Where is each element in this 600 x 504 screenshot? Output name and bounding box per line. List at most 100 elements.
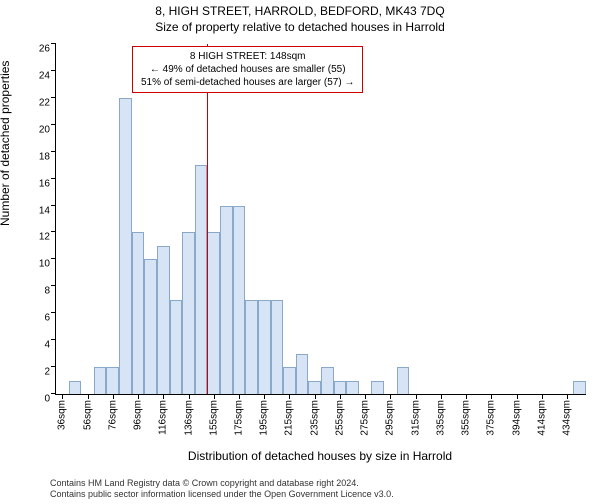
- annotation-line1: 8 HIGH STREET: 148sqm: [141, 50, 354, 63]
- x-tick-label: 295sqm: [385, 400, 396, 436]
- y-tick-label: 2: [44, 367, 56, 378]
- y-tick-label: 20: [39, 124, 56, 135]
- y-tick-label: 26: [39, 44, 56, 55]
- y-tick-label: 8: [44, 286, 56, 297]
- x-tick-label: 175sqm: [233, 400, 244, 436]
- x-tick-mark: [88, 394, 89, 399]
- y-axis-label: Number of detached properties: [0, 61, 12, 226]
- histogram-bar: [170, 300, 183, 394]
- x-tick-mark: [138, 394, 139, 399]
- histogram-bar: [346, 381, 359, 394]
- x-tick-mark: [340, 394, 341, 399]
- histogram-bar: [321, 367, 334, 394]
- y-tick-label: 12: [39, 232, 56, 243]
- y-tick-mark: [51, 97, 56, 98]
- y-tick-mark: [51, 312, 56, 313]
- x-tick-label: 136sqm: [183, 400, 194, 436]
- y-tick-mark: [51, 178, 56, 179]
- y-tick-mark: [51, 393, 56, 394]
- histogram-bar: [296, 354, 309, 394]
- y-tick-mark: [51, 124, 56, 125]
- x-tick-label: 414sqm: [536, 400, 547, 436]
- x-tick-label: 335sqm: [435, 400, 446, 436]
- histogram-bar: [195, 165, 208, 394]
- y-tick-mark: [51, 285, 56, 286]
- x-tick-mark: [491, 394, 492, 399]
- chart-subtitle: Size of property relative to detached ho…: [0, 20, 600, 34]
- y-tick-mark: [51, 205, 56, 206]
- y-tick-mark: [51, 70, 56, 71]
- footer-line1: Contains HM Land Registry data © Crown c…: [50, 478, 394, 489]
- histogram-bar: [334, 381, 347, 394]
- x-tick-mark: [466, 394, 467, 399]
- x-tick-mark: [62, 394, 63, 399]
- y-tick-mark: [51, 231, 56, 232]
- x-tick-mark: [189, 394, 190, 399]
- histogram-bar: [119, 98, 132, 394]
- property-marker-line: [207, 44, 208, 394]
- x-tick-mark: [214, 394, 215, 399]
- y-tick-label: 16: [39, 178, 56, 189]
- x-tick-mark: [416, 394, 417, 399]
- x-tick-mark: [517, 394, 518, 399]
- histogram-bar: [258, 300, 271, 394]
- y-tick-label: 4: [44, 340, 56, 351]
- histogram-bar: [283, 367, 296, 394]
- histogram-bar: [69, 381, 82, 394]
- y-tick-mark: [51, 366, 56, 367]
- y-tick-mark: [51, 258, 56, 259]
- histogram-bar: [144, 259, 157, 394]
- histogram-bar: [573, 381, 586, 394]
- y-tick-label: 22: [39, 97, 56, 108]
- histogram-bar: [245, 300, 258, 394]
- x-tick-label: 36sqm: [57, 400, 68, 430]
- x-axis-label: Distribution of detached houses by size …: [55, 449, 585, 463]
- x-tick-label: 255sqm: [334, 400, 345, 436]
- histogram-bar: [157, 246, 170, 394]
- x-tick-label: 215sqm: [284, 400, 295, 436]
- x-tick-mark: [390, 394, 391, 399]
- x-tick-label: 235sqm: [309, 400, 320, 436]
- y-tick-label: 18: [39, 151, 56, 162]
- x-tick-mark: [113, 394, 114, 399]
- histogram-bar: [132, 232, 145, 394]
- x-tick-mark: [441, 394, 442, 399]
- y-tick-label: 0: [44, 394, 56, 405]
- histogram-bar: [207, 232, 220, 394]
- y-tick-label: 14: [39, 205, 56, 216]
- x-tick-mark: [163, 394, 164, 399]
- footer-line2: Contains public sector information licen…: [50, 489, 394, 500]
- histogram-bar: [271, 300, 284, 394]
- histogram-bar: [233, 206, 246, 394]
- chart-title: 8, HIGH STREET, HARROLD, BEDFORD, MK43 7…: [0, 4, 600, 20]
- histogram-bar: [94, 367, 107, 394]
- x-tick-label: 155sqm: [208, 400, 219, 436]
- chart-area: 0246810121416182022242636sqm56sqm76sqm96…: [55, 44, 586, 395]
- x-tick-label: 375sqm: [486, 400, 497, 436]
- histogram-bar: [308, 381, 321, 394]
- y-tick-label: 6: [44, 313, 56, 324]
- x-tick-mark: [289, 394, 290, 399]
- x-tick-label: 195sqm: [259, 400, 270, 436]
- histogram-bar: [220, 206, 233, 394]
- histogram-bar: [397, 367, 410, 394]
- x-tick-label: 76sqm: [107, 400, 118, 430]
- annotation-line2: ← 49% of detached houses are smaller (55…: [141, 63, 354, 76]
- x-tick-label: 116sqm: [158, 400, 169, 435]
- footer-attribution: Contains HM Land Registry data © Crown c…: [50, 478, 394, 500]
- x-tick-label: 434sqm: [562, 400, 573, 436]
- x-tick-label: 394sqm: [511, 400, 522, 436]
- annotation-line3: 51% of semi-detached houses are larger (…: [141, 76, 354, 89]
- y-tick-mark: [51, 43, 56, 44]
- x-tick-label: 275sqm: [360, 400, 371, 436]
- x-tick-label: 355sqm: [461, 400, 472, 436]
- histogram-bar: [182, 232, 195, 394]
- x-tick-mark: [315, 394, 316, 399]
- x-tick-mark: [239, 394, 240, 399]
- x-tick-mark: [264, 394, 265, 399]
- x-tick-label: 96sqm: [133, 400, 144, 430]
- histogram-bar: [106, 367, 119, 394]
- y-tick-mark: [51, 339, 56, 340]
- histogram-bar: [371, 381, 384, 394]
- x-tick-label: 315sqm: [410, 400, 421, 436]
